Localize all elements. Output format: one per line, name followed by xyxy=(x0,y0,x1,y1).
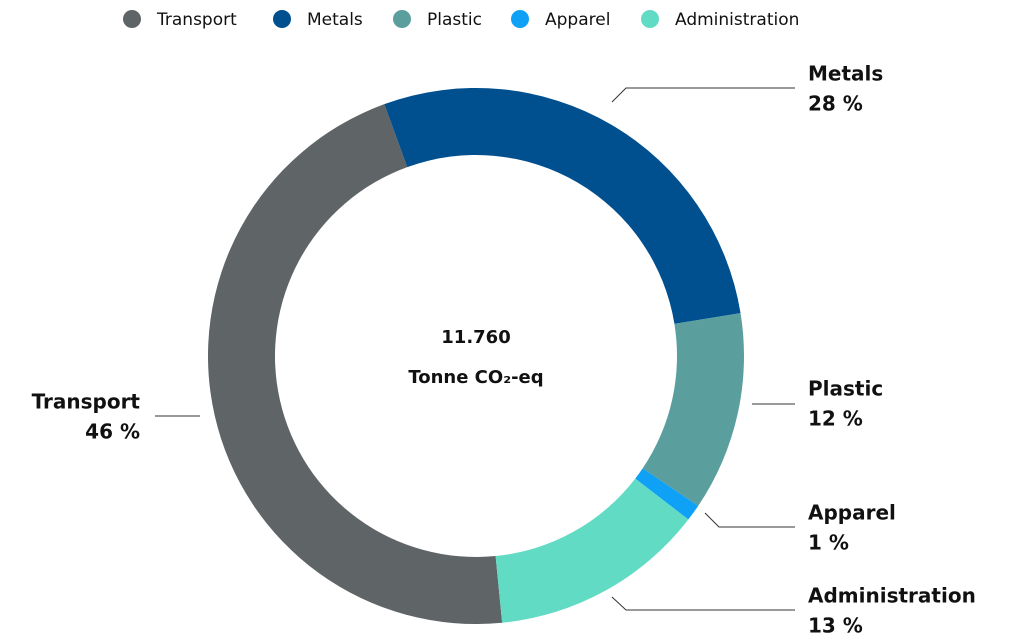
legend-label: Apparel xyxy=(545,10,610,30)
slice-label: Plastic xyxy=(808,377,883,401)
legend-swatch xyxy=(273,10,291,28)
slice-value: 46 % xyxy=(85,420,140,444)
center-value: 11.760 xyxy=(441,327,510,348)
center-label: Tonne CO₂-eq xyxy=(408,367,543,388)
slice-label: Transport xyxy=(32,390,141,414)
slice-value: 1 % xyxy=(808,531,849,555)
legend-swatch xyxy=(511,10,529,28)
slice-label: Metals xyxy=(808,62,883,86)
slice-value: 28 % xyxy=(808,92,863,116)
legend-label: Administration xyxy=(675,10,799,30)
leader-line xyxy=(704,512,795,528)
slice-value: 12 % xyxy=(808,407,863,431)
legend-label: Transport xyxy=(156,10,237,30)
legend-label: Metals xyxy=(307,10,363,30)
slice xyxy=(642,313,744,506)
legend-label: Plastic xyxy=(427,10,482,30)
slice xyxy=(495,478,689,623)
slice-value: 13 % xyxy=(808,614,863,638)
slice-label: Apparel xyxy=(808,501,896,525)
leader-line xyxy=(611,87,795,103)
slice xyxy=(635,468,699,520)
legend-swatch xyxy=(393,10,411,28)
slice xyxy=(208,104,503,625)
slice-label: Administration xyxy=(808,584,976,608)
leader-line xyxy=(611,596,795,611)
slice xyxy=(384,88,741,324)
legend-swatch xyxy=(123,10,141,28)
legend-swatch xyxy=(641,10,659,28)
